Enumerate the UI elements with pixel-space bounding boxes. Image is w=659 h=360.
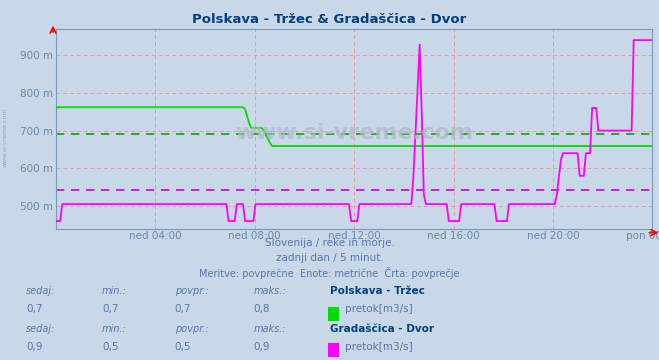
Text: povpr.:: povpr.: [175, 324, 208, 334]
Text: min.:: min.: [102, 286, 127, 296]
Text: 0,7: 0,7 [102, 304, 119, 314]
Text: 0,9: 0,9 [254, 342, 270, 352]
Text: 0,8: 0,8 [254, 304, 270, 314]
Text: 0,7: 0,7 [175, 304, 191, 314]
Text: pretok[m3/s]: pretok[m3/s] [345, 304, 413, 314]
Text: www.si-vreme.com: www.si-vreme.com [3, 107, 8, 167]
Text: sedaj:: sedaj: [26, 286, 56, 296]
Text: min.:: min.: [102, 324, 127, 334]
Text: maks.:: maks.: [254, 286, 287, 296]
Text: Polskava - Tržec: Polskava - Tržec [330, 286, 424, 296]
Text: Meritve: povprečne  Enote: metrične  Črta: povprečje: Meritve: povprečne Enote: metrične Črta:… [199, 267, 460, 279]
Text: pretok[m3/s]: pretok[m3/s] [345, 342, 413, 352]
Text: www.si-vreme.com: www.si-vreme.com [235, 123, 473, 143]
Text: zadnji dan / 5 minut.: zadnji dan / 5 minut. [275, 253, 384, 263]
Text: sedaj:: sedaj: [26, 324, 56, 334]
Text: 0,5: 0,5 [175, 342, 191, 352]
Text: 0,5: 0,5 [102, 342, 119, 352]
Text: povpr.:: povpr.: [175, 286, 208, 296]
Text: 0,9: 0,9 [26, 342, 43, 352]
Text: Slovenija / reke in morje.: Slovenija / reke in morje. [264, 238, 395, 248]
Text: 0,7: 0,7 [26, 304, 43, 314]
Text: Polskava - Tržec & Gradaščica - Dvor: Polskava - Tržec & Gradaščica - Dvor [192, 13, 467, 26]
Text: maks.:: maks.: [254, 324, 287, 334]
Text: Gradaščica - Dvor: Gradaščica - Dvor [330, 324, 434, 334]
